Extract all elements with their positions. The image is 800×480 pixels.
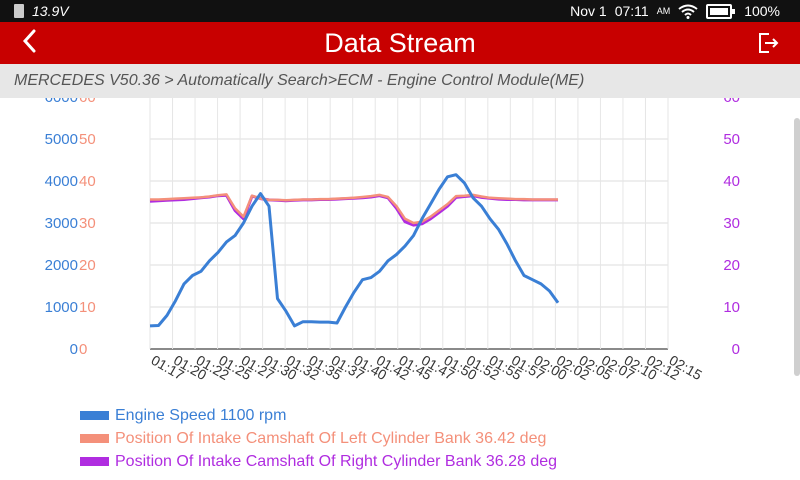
y-tick-label-left-camshaft: 10 [79, 299, 96, 316]
y-tick-label-left-camshaft: 30 [79, 215, 96, 232]
legend-swatch-right-camshaft [80, 457, 109, 466]
status-ampm: AM [656, 6, 671, 16]
y-tick-label-right-camshaft: 40 [723, 173, 740, 190]
y-tick-label-left-camshaft: 60 [79, 98, 96, 106]
chevron-left-icon [22, 29, 36, 53]
y-tick-label-rpm: 1000 [45, 299, 78, 316]
status-date: Nov 1 [570, 3, 607, 19]
legend-item-right-camshaft: Position Of Intake Camshaft Of Right Cyl… [80, 450, 557, 473]
y-tick-label-rpm: 5000 [45, 131, 78, 148]
y-tick-label-left-camshaft: 50 [79, 131, 96, 148]
data-stream-chart: 01:1701:2001:2201:2501:2701:3001:3201:35… [45, 98, 740, 383]
y-tick-label-right-camshaft: 20 [723, 257, 740, 274]
y-tick-label-rpm: 6000 [45, 98, 78, 106]
scrollbar[interactable] [794, 118, 800, 376]
y-tick-label-right-camshaft: 30 [723, 215, 740, 232]
legend-label-left-camshaft: Position Of Intake Camshaft Of Left Cyli… [115, 429, 547, 447]
page-title: Data Stream [324, 28, 476, 58]
legend-label-right-camshaft: Position Of Intake Camshaft Of Right Cyl… [115, 452, 558, 470]
y-tick-label-rpm: 2000 [45, 257, 78, 274]
battery-level: 100% [744, 3, 780, 19]
wifi-icon [678, 4, 698, 19]
exit-icon [759, 33, 779, 53]
series-line-right-camshaft [149, 193, 558, 227]
breadcrumb: MERCEDES V50.36 > Automatically Search>E… [0, 64, 800, 98]
legend-label-engine-speed: Engine Speed 1100 rpm [115, 406, 287, 424]
status-bar: 13.9V Nov 1 07:11 AM 100% [0, 0, 800, 22]
y-tick-label-left-camshaft: 20 [79, 257, 96, 274]
status-time: 07:11 [614, 3, 649, 19]
legend-item-left-camshaft: Position Of Intake Camshaft Of Left Cyli… [80, 427, 557, 450]
legend-swatch-engine-speed [80, 411, 109, 420]
y-tick-label-rpm: 3000 [45, 215, 78, 232]
y-tick-label-rpm: 0 [70, 341, 78, 358]
back-button[interactable] [22, 28, 38, 59]
car-battery-icon [14, 4, 24, 18]
y-tick-label-right-camshaft: 50 [723, 131, 740, 148]
title-bar: Data Stream [0, 22, 800, 64]
legend-item-engine-speed: Engine Speed 1100 rpm [80, 404, 557, 427]
y-tick-label-left-camshaft: 40 [79, 173, 96, 190]
y-tick-label-right-camshaft: 0 [732, 341, 740, 358]
exit-button[interactable] [756, 31, 780, 60]
y-tick-label-right-camshaft: 10 [723, 299, 740, 316]
y-tick-label-right-camshaft: 60 [723, 98, 740, 106]
series-line-left-camshaft [150, 193, 558, 225]
y-tick-label-rpm: 4000 [45, 173, 78, 190]
voltage-readout: 13.9V [32, 3, 69, 19]
battery-icon [706, 3, 736, 19]
y-tick-label-left-camshaft: 0 [79, 341, 87, 358]
series-line-engine-speed [149, 173, 560, 328]
legend-swatch-left-camshaft [80, 434, 109, 443]
chart-legend: Engine Speed 1100 rpm Position Of Intake… [80, 404, 557, 473]
